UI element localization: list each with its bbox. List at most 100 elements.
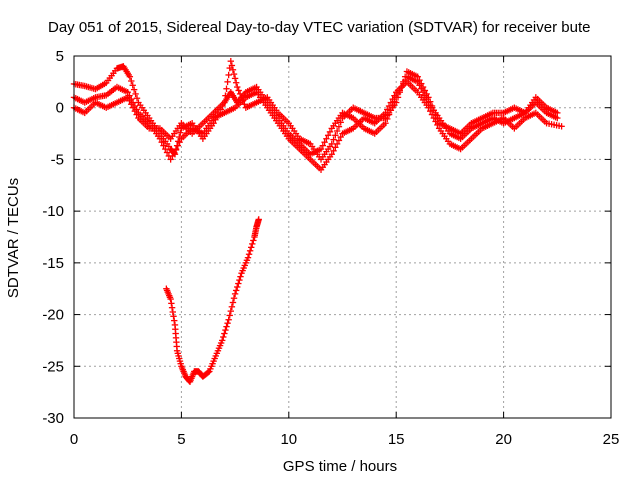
data-point [239,97,247,105]
data-point [169,152,176,160]
data-point [133,95,141,102]
data-point [244,254,252,261]
series-trace-4 [163,216,262,385]
data-point [128,77,135,85]
data-point [384,106,391,113]
data-point [174,142,182,149]
data-point [128,101,135,108]
y-tick-label: -15 [42,255,64,272]
data-point [223,85,230,92]
data-point [219,337,226,344]
data-point [227,57,235,65]
x-tick-label: 15 [388,431,405,448]
data-point [418,80,425,87]
data-point [156,135,164,142]
data-point [419,83,427,91]
data-point [389,95,396,103]
x-axis-label: GPS time / hours [283,458,397,475]
data-point [177,129,184,136]
y-tick-label: -30 [42,410,64,427]
data-point [236,90,244,98]
data-point [414,73,421,80]
data-point [317,145,325,153]
data-point [224,319,231,327]
data-point [171,149,178,156]
data-point [237,273,244,280]
data-point [130,86,138,93]
data-point [335,123,343,130]
data-point [335,137,343,144]
data-point [434,115,441,123]
data-point [231,75,239,82]
data-point [235,280,242,287]
data-point [168,304,176,311]
data-point [400,78,407,86]
data-point [167,156,174,163]
data-point [131,107,139,115]
data-point [558,123,565,130]
data-point [385,102,393,110]
data-point [246,247,254,254]
data-point [323,135,330,142]
series-trace-1 [70,63,561,158]
data-point [416,76,423,84]
data-point [394,94,402,101]
data-point [168,300,175,307]
data-point [387,99,395,106]
data-point [231,290,239,298]
data-point [172,145,180,153]
data-point [421,87,429,94]
data-point [319,142,327,149]
data-point [236,276,243,284]
data-point [222,326,229,334]
data-point [425,94,432,101]
data-point [129,82,136,89]
y-tick-label: -10 [42,203,64,220]
data-point [398,83,405,91]
data-point [234,283,241,291]
data-point [328,140,335,148]
data-point [328,151,335,158]
y-tick-label: 0 [56,100,64,117]
data-point [229,299,237,306]
data-point [330,136,337,143]
data-point [222,92,229,99]
data-point [423,90,430,98]
data-point [232,287,240,294]
data-point [337,133,344,141]
y-tick-label: -5 [51,151,64,168]
data-point [427,107,434,115]
data-point [226,312,233,319]
data-point [171,317,178,324]
data-point [554,109,561,117]
data-point [126,73,134,80]
data-point [170,313,177,320]
data-point [396,89,403,96]
y-tick-label: 5 [56,48,64,65]
data-point [430,107,437,114]
data-point [232,79,240,86]
y-tick-label: -20 [42,307,64,324]
plot-frame [73,55,612,419]
data-point [223,323,230,330]
x-tick-label: 10 [280,431,297,448]
data-point [249,240,256,248]
data-point [427,98,434,105]
data-point [235,87,242,94]
data-point [248,244,255,251]
data-point [124,94,131,101]
data-point [220,333,227,341]
data-point [176,138,183,146]
data-point [224,78,231,86]
data-point [245,251,253,258]
data-point [234,83,241,91]
data-point [126,97,133,105]
data-point [227,307,235,315]
x-tick-label: 25 [603,431,620,448]
data-point [425,104,432,111]
series-trace-2 [70,78,565,173]
data-point [162,145,169,153]
data-point [221,330,228,337]
data-point [393,99,400,106]
series-trace-3 [70,57,561,163]
